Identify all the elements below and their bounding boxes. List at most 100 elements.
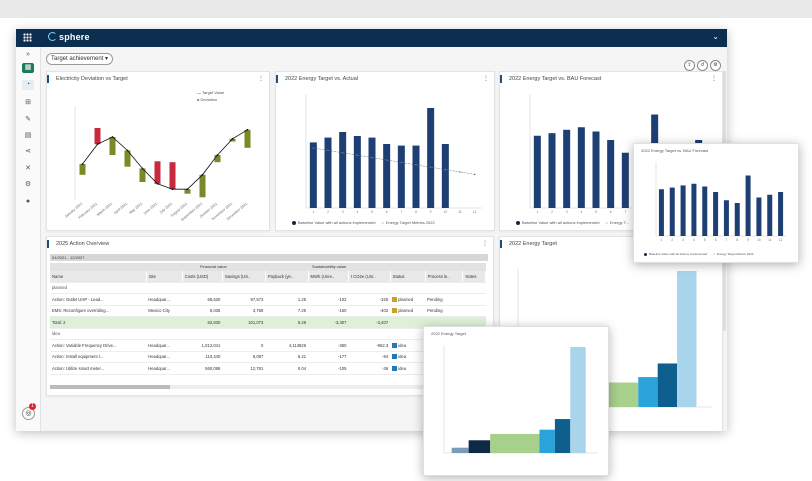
table-cell: 3,768 bbox=[222, 305, 266, 317]
horizontal-scrollbar[interactable] bbox=[50, 385, 486, 389]
cell-text: 1,012,041 bbox=[201, 342, 221, 348]
cell-text: -3,407 bbox=[376, 319, 389, 325]
card-title: 2025 Action Overview bbox=[56, 241, 110, 247]
card-accent bbox=[47, 75, 49, 83]
bar bbox=[533, 135, 541, 208]
table-row[interactable]: Action: Variable Frequency Drive... Headq… bbox=[50, 339, 486, 352]
user-icon[interactable]: ● bbox=[25, 198, 31, 205]
table-cell: 560,098 bbox=[182, 362, 223, 375]
table-cell: idea bbox=[390, 351, 426, 363]
tools-icon[interactable]: ✎ bbox=[25, 116, 31, 123]
target-point bbox=[327, 149, 329, 152]
analytics-icon[interactable]: ◔ bbox=[22, 80, 34, 90]
bar bbox=[680, 185, 686, 236]
overlay-title: 2022 Energy Target bbox=[431, 331, 466, 336]
history-icon[interactable]: ↺ bbox=[697, 60, 708, 71]
bar bbox=[397, 145, 405, 208]
energy-icon[interactable]: ⊞ bbox=[25, 99, 31, 106]
more-options-icon[interactable]: ⋮ bbox=[482, 241, 488, 247]
column-header[interactable]: Savings (US.. bbox=[222, 271, 266, 283]
bar bbox=[577, 127, 585, 208]
x-tick-label: 9 bbox=[430, 210, 432, 214]
more-options-icon[interactable]: ⋮ bbox=[258, 76, 264, 82]
more-options-icon[interactable]: ⋮ bbox=[483, 76, 489, 82]
column-header[interactable]: Site bbox=[146, 271, 183, 283]
target-vs-actual-chart[interactable]: 1 2 3 4 5 6 7 8 9 10 11 12 bbox=[294, 90, 484, 215]
status-swatch bbox=[392, 308, 398, 314]
column-header[interactable]: MWh (Unre.. bbox=[308, 271, 349, 283]
x-tick-label: 5 bbox=[704, 238, 706, 242]
bar bbox=[412, 145, 420, 208]
table-row[interactable]: Action: Utilize smart meter... Headquar..… bbox=[50, 362, 486, 375]
table-cell: Action: Variable Frequency Drive... bbox=[50, 339, 147, 352]
reports-icon[interactable]: ▤ bbox=[24, 132, 32, 139]
total-row[interactable]: Total: 2 82,830 101,073 6.28 -3,407 -3,407 bbox=[50, 316, 486, 329]
cell-text: Pending bbox=[427, 296, 443, 302]
table-cell bbox=[348, 328, 391, 340]
column-header[interactable]: Notes bbox=[462, 271, 486, 283]
cell-text: Headquar... bbox=[148, 342, 170, 348]
step-bar bbox=[490, 433, 540, 453]
cell-text: EMS: Reconfigure overriding... bbox=[52, 308, 110, 314]
cell-text: -94 bbox=[382, 354, 389, 360]
table-row[interactable]: EMS: Reconfigure overriding... Mexico Cit… bbox=[50, 305, 486, 317]
bell-icon[interactable]: ◎ bbox=[22, 407, 35, 420]
table-cell: -160 bbox=[308, 305, 349, 317]
x-tick-label: 3 bbox=[566, 210, 568, 214]
column-header[interactable]: Payback (ye.. bbox=[265, 271, 309, 283]
card-title: 2022 Energy Target bbox=[509, 241, 557, 247]
table-row[interactable]: Action: Outlet UHP - Lead... Headquar... 6… bbox=[50, 293, 486, 306]
close-icon[interactable]: ✕ bbox=[25, 165, 31, 172]
cell-text: Action: Install equipment t... bbox=[52, 354, 104, 360]
target-point bbox=[111, 136, 114, 138]
settings-icon[interactable]: ⚙ bbox=[710, 60, 721, 71]
target-point bbox=[156, 182, 159, 185]
table-cell: Total: 2 bbox=[50, 316, 147, 329]
x-tick-label: 4 bbox=[693, 238, 695, 242]
column-header[interactable]: t CO2e (Unr.. bbox=[348, 271, 391, 283]
table-row[interactable]: Action: Install equipment t... Headquar..… bbox=[50, 351, 486, 363]
cell-text: Headquar... bbox=[148, 354, 170, 360]
bar bbox=[441, 144, 449, 208]
more-options-icon[interactable]: ⋮ bbox=[711, 76, 717, 82]
table-cell bbox=[265, 282, 309, 294]
bar bbox=[324, 137, 332, 208]
bar bbox=[734, 203, 740, 236]
gear-icon[interactable]: ⚙ bbox=[24, 181, 32, 188]
x-tick-label: 12 bbox=[473, 210, 477, 214]
card-accent bbox=[500, 75, 502, 83]
table-cell bbox=[462, 282, 486, 294]
collapse-icon[interactable]: » bbox=[26, 51, 30, 58]
column-header[interactable]: Process le.. bbox=[425, 271, 464, 283]
bar bbox=[658, 189, 664, 236]
card-accent bbox=[500, 240, 502, 248]
table-cell: 4,114826 bbox=[265, 339, 309, 352]
column-header[interactable]: Name bbox=[50, 271, 147, 283]
deviation-bar bbox=[109, 137, 116, 155]
table-cell bbox=[146, 316, 183, 329]
x-tick-label: 7 bbox=[726, 238, 728, 242]
group-row[interactable]: idea bbox=[50, 328, 486, 340]
column-header[interactable]: Costs (USD) bbox=[182, 271, 223, 283]
table-cell: 6.21 bbox=[265, 351, 309, 363]
deviation-bar bbox=[154, 161, 161, 184]
table-cell: 97,573 bbox=[222, 293, 266, 306]
share-nodes-icon[interactable]: ⋖ bbox=[25, 148, 31, 155]
share-icon[interactable]: ⇪ bbox=[684, 60, 695, 71]
cell-text: 560,098 bbox=[205, 365, 221, 371]
table-cell: -3,407 bbox=[348, 316, 391, 329]
column-header[interactable]: Status bbox=[390, 271, 426, 283]
dashboard-icon[interactable]: ▦ bbox=[22, 63, 34, 73]
filter-dropdown[interactable]: Target achievement ▾ bbox=[46, 53, 114, 65]
group-row[interactable]: planned bbox=[50, 282, 486, 294]
table-cell: -962.3 bbox=[348, 339, 391, 352]
target-point bbox=[429, 166, 432, 168]
table-cell: -360 bbox=[308, 339, 349, 352]
bar bbox=[427, 108, 435, 208]
cell-text: 97,573 bbox=[250, 296, 264, 302]
chevron-down-icon[interactable]: ⌄ bbox=[712, 32, 719, 41]
brand-logo[interactable]: sphere bbox=[48, 32, 90, 42]
apps-grid-icon[interactable] bbox=[23, 33, 32, 42]
